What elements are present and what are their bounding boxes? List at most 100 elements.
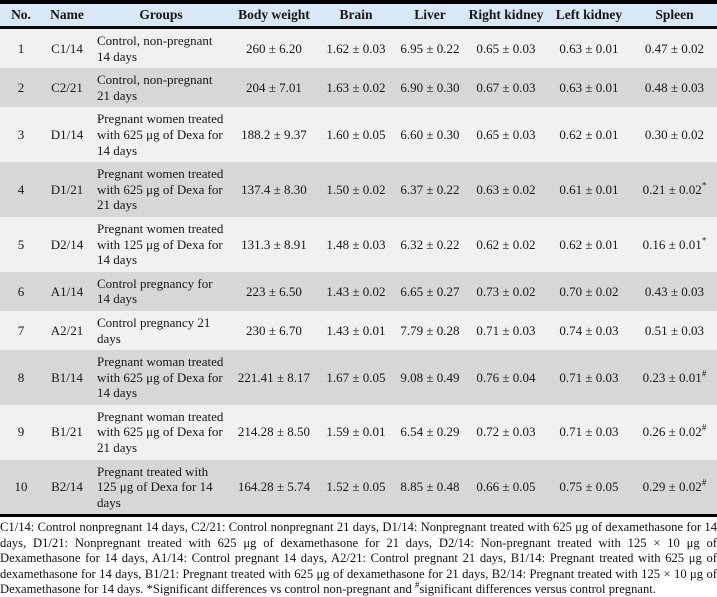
cell-name: B2/14: [51, 479, 83, 495]
cell-no: 6: [17, 283, 25, 299]
cell-liver: 7.79 ± 0.28: [400, 322, 460, 338]
table-row-d2-14: 5 D2/14 Pregnant women treated with 125 μg…: [0, 216, 717, 272]
cell-brain: 1.59 ± 0.01: [326, 424, 386, 440]
cell-spleen: 0.43 ± 0.03: [644, 283, 705, 299]
cell-right_kidney: 0.72 ± 0.03: [476, 424, 536, 440]
cell-name: B1/21: [51, 424, 83, 440]
cell-left_kidney: 0.63 ± 0.01: [559, 79, 619, 95]
cell-left_kidney: 0.62 ± 0.01: [559, 126, 619, 142]
significance-marker: #: [701, 368, 707, 379]
cell-spleen: 0.29 ± 0.02#: [642, 477, 707, 495]
cell-no: 5: [17, 236, 25, 252]
table-row-b2-14: 10 B2/14 Pregnant treated with 125 μg of D…: [0, 459, 717, 516]
cell-body_weight: 260 ± 6.20: [246, 40, 302, 56]
cell-right_kidney: 0.76 ± 0.04: [476, 369, 536, 385]
table-footnote: C1/14: Control nonpregnant 14 days, C2/2…: [0, 520, 717, 597]
significance-marker: *: [701, 235, 707, 246]
cell-name: A1/14: [50, 283, 84, 299]
cell-group: Control pregnancy for 14 days: [97, 275, 213, 307]
cell-spleen: 0.23 ± 0.01#: [642, 368, 707, 385]
cell-left_kidney: 0.71 ± 0.03: [559, 424, 619, 440]
cell-liver: 6.32 ± 0.22: [400, 236, 460, 252]
cell-body_weight: 131.3 ± 8.91: [241, 236, 307, 252]
column-header-group: Groups: [139, 7, 183, 22]
cell-no: 3: [17, 126, 25, 142]
cell-group: Pregnant treated with 125 μg of Dexa for…: [97, 463, 213, 510]
cell-brain: 1.43 ± 0.02: [326, 283, 386, 299]
table-row-a2-21: 7 A2/21 Control pregnancy 21 days 230 ± 6.7…: [0, 310, 717, 351]
cell-group: Control, non-pregnant 14 days: [97, 33, 213, 64]
cell-no: 8: [17, 369, 25, 385]
cell-spleen: 0.47 ± 0.02: [644, 40, 705, 56]
column-header-spleen: Spleen: [655, 7, 694, 22]
cell-right_kidney: 0.66 ± 0.05: [476, 479, 536, 495]
cell-liver: 6.95 ± 0.22: [400, 40, 460, 56]
cell-left_kidney: 0.61 ± 0.01: [559, 181, 619, 197]
cell-group: Pregnant women treated with 125 μg of De…: [97, 220, 224, 268]
cell-brain: 1.62 ± 0.03: [326, 40, 386, 56]
cell-no: 1: [17, 40, 25, 56]
cell-left_kidney: 0.63 ± 0.01: [559, 40, 619, 56]
organ-weight-table: No. Name Groups Body weight Brain Liver Right …: [0, 0, 717, 518]
table-row-c2-21: 2 C2/21 Control, non-pregnant 21 days 204 ±…: [0, 68, 717, 108]
footnote-text-start: C1/14: Control nonpregnant 14 days, C2/2…: [0, 520, 717, 596]
cell-body_weight: 230 ± 6.70: [246, 322, 302, 338]
cell-left_kidney: 0.70 ± 0.02: [559, 283, 619, 299]
cell-liver: 6.54 ± 0.29: [400, 424, 460, 440]
cell-liver: 6.90 ± 0.30: [400, 79, 460, 95]
cell-liver: 8.85 ± 0.48: [400, 479, 460, 495]
cell-left_kidney: 0.74 ± 0.03: [559, 322, 619, 338]
cell-name: D1/21: [50, 181, 84, 197]
cell-brain: 1.43 ± 0.01: [326, 322, 386, 338]
cell-no: 2: [17, 79, 25, 95]
cell-brain: 1.67 ± 0.05: [326, 369, 386, 385]
cell-no: 4: [17, 181, 25, 197]
cell-no: 10: [14, 479, 28, 495]
cell-liver: 6.60 ± 0.30: [400, 126, 460, 142]
column-header-right_kidney: Right kidney: [468, 7, 544, 22]
cell-liver: 6.37 ± 0.22: [400, 181, 460, 197]
column-header-liver: Liver: [414, 7, 446, 22]
cell-spleen: 0.16 ± 0.01*: [642, 235, 707, 252]
significance-marker: *: [701, 180, 707, 191]
cell-spleen: 0.48 ± 0.03: [644, 79, 705, 95]
cell-body_weight: 188.2 ± 9.37: [241, 126, 307, 142]
cell-brain: 1.63 ± 0.02: [326, 79, 386, 95]
cell-right_kidney: 0.73 ± 0.02: [476, 283, 536, 299]
cell-spleen: 0.51 ± 0.03: [644, 322, 705, 338]
cell-right_kidney: 0.63 ± 0.02: [476, 181, 536, 197]
header-row: No. Name Groups Body weight Brain Liver Right …: [0, 2, 717, 28]
cell-brain: 1.52 ± 0.05: [326, 479, 386, 495]
cell-group: Pregnant woman treated with 625 μg of De…: [97, 408, 224, 456]
cell-left_kidney: 0.62 ± 0.01: [559, 236, 619, 252]
cell-group: Control pregnancy 21 days: [97, 314, 211, 346]
cell-spleen: 0.21 ± 0.02*: [642, 180, 707, 197]
significance-marker: #: [701, 423, 707, 434]
cell-body_weight: 137.4 ± 8.30: [241, 181, 307, 197]
table-row-b1-21: 9 B1/21 Pregnant woman treated with 625 μg…: [0, 404, 717, 460]
cell-brain: 1.48 ± 0.03: [326, 236, 386, 252]
cell-body_weight: 223 ± 6.50: [246, 283, 302, 299]
table-row-a1-14: 6 A1/14 Control pregnancy for 14 days 223 ±…: [0, 271, 717, 311]
column-header-left_kidney: Left kidney: [555, 7, 623, 22]
cell-left_kidney: 0.75 ± 0.05: [559, 479, 619, 495]
significance-marker: #: [701, 477, 707, 488]
cell-right_kidney: 0.71 ± 0.03: [476, 322, 536, 338]
cell-right_kidney: 0.65 ± 0.03: [476, 40, 536, 56]
table-row-d1-14: 3 D1/14 Pregnant women treated with 625 μg…: [0, 107, 717, 163]
cell-name: C2/21: [51, 79, 83, 95]
cell-body_weight: 204 ± 7.01: [246, 79, 302, 95]
cell-body_weight: 214.28 ± 8.50: [237, 424, 311, 440]
cell-liver: 9.08 ± 0.49: [400, 369, 460, 385]
cell-brain: 1.60 ± 0.05: [326, 126, 386, 142]
column-header-no: No.: [11, 7, 31, 22]
cell-liver: 6.65 ± 0.27: [400, 283, 460, 299]
cell-group: Pregnant woman treated with 625 μg of De…: [97, 354, 224, 401]
table-head: No. Name Groups Body weight Brain Liver Right …: [0, 2, 717, 28]
table-row-b1-14: 8 B1/14 Pregnant woman treated with 625 μg…: [0, 350, 717, 405]
cell-right_kidney: 0.62 ± 0.02: [476, 236, 536, 252]
footnote-text-end: significant differences versus control p…: [419, 581, 656, 596]
cell-group: Control, non-pregnant 21 days: [97, 72, 213, 103]
cell-no: 7: [17, 322, 25, 338]
cell-name: A2/21: [50, 322, 84, 338]
